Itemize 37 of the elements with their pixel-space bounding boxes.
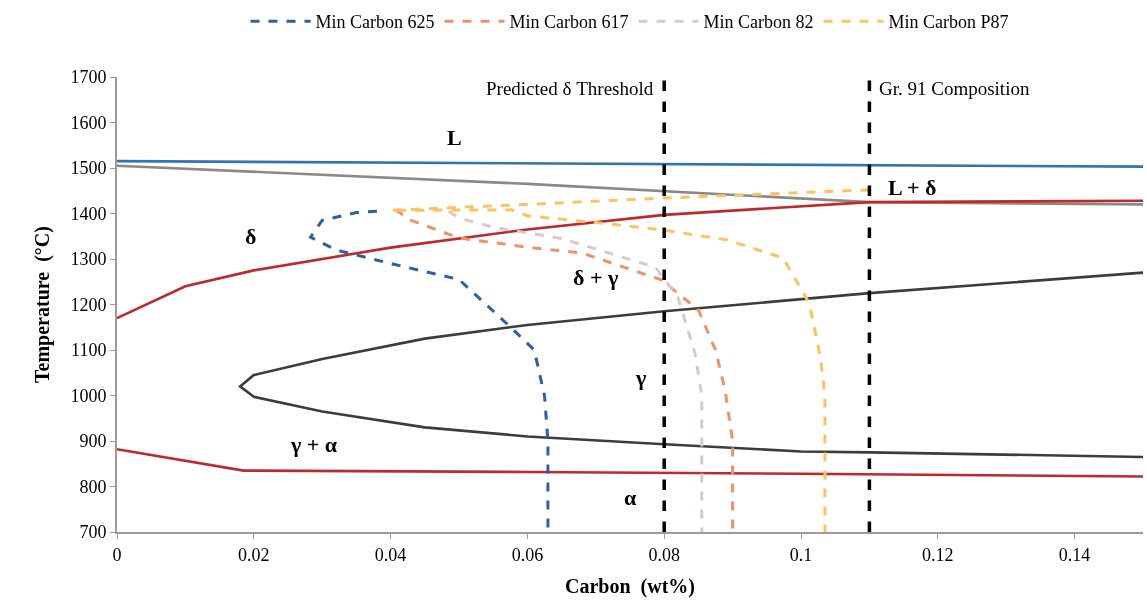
x-tick-label: 0.14: [1058, 544, 1091, 565]
y-tick-label: 800: [79, 476, 107, 497]
x-tick-label: 0.02: [238, 544, 270, 565]
x-tick-label: 0: [112, 544, 122, 565]
x-axis-title: Carbon (wt%): [565, 574, 695, 598]
y-tick-label: 1600: [70, 112, 107, 133]
line-series: [447, 209, 704, 532]
x-tick-label: 0.06: [511, 544, 544, 565]
x-tick-label: 0.1: [789, 544, 813, 565]
ref-line-label: Predicted δ Threshold: [486, 78, 654, 99]
ref-line-label: Gr. 91 Composition: [879, 78, 1030, 99]
x-tick-label: 0.12: [922, 544, 954, 565]
annotation: γ: [635, 365, 647, 390]
legend-label: Min Carbon P87: [888, 12, 1009, 33]
y-tick-label: 1100: [71, 340, 107, 361]
legend-label: Min Carbon 617: [509, 12, 629, 33]
annotation: α: [624, 485, 637, 510]
y-tick-label: 1700: [70, 67, 107, 88]
y-tick-label: 1000: [70, 385, 107, 406]
annotation: δ: [245, 224, 257, 249]
x-tick-label: 0.08: [648, 544, 680, 565]
y-tick-label: 700: [79, 522, 107, 543]
y-tick-label: 1200: [70, 294, 107, 315]
x-tick-label: 0.04: [374, 544, 407, 565]
y-axis-title: Temperature (°C): [31, 226, 55, 383]
y-tick-label: 1300: [70, 249, 107, 270]
y-tick-label: 1400: [70, 203, 107, 224]
annotation: δ + γ: [573, 265, 619, 290]
y-tick-label: 1500: [70, 158, 107, 179]
line-series: [238, 271, 1143, 459]
y-tick-label: 900: [79, 431, 107, 452]
annotation: γ + α: [290, 432, 338, 457]
line-series: [117, 199, 1143, 320]
annotation: L: [447, 125, 462, 150]
annotation: L + δ: [888, 175, 937, 200]
legend-label: Min Carbon 625: [315, 12, 435, 33]
legend-label: Min Carbon 82: [703, 12, 814, 33]
